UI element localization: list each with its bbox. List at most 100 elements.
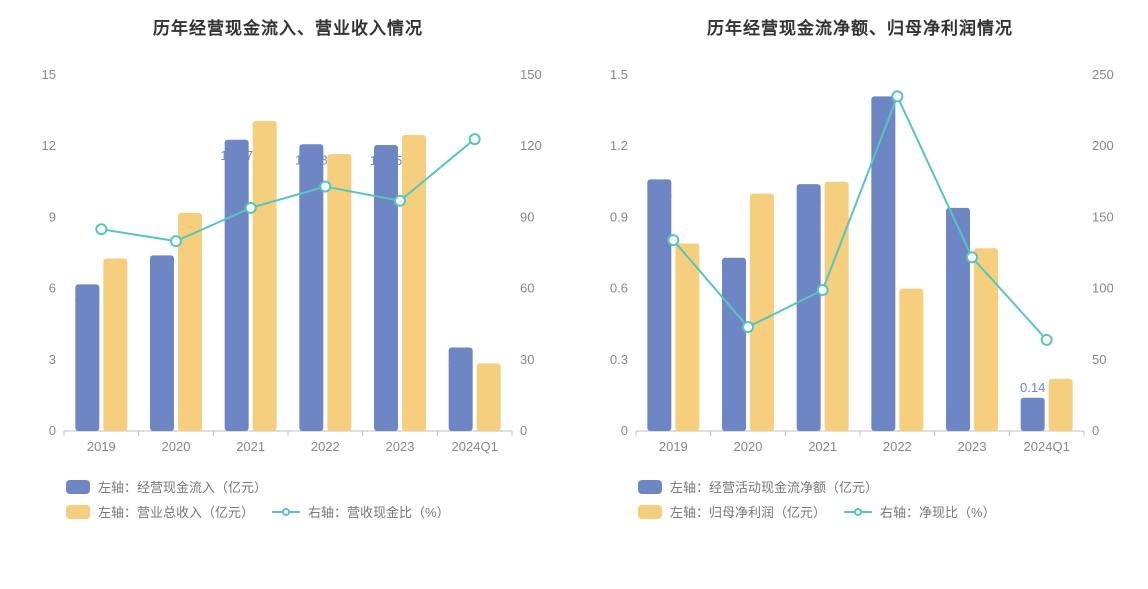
category-label: 2019 — [659, 439, 688, 454]
bar-rev — [477, 363, 501, 431]
bar-net_profit — [974, 248, 998, 431]
line-marker — [246, 203, 256, 213]
bar-rev — [327, 154, 351, 431]
category-label: 2019 — [87, 439, 116, 454]
bar-value-label: 1.06 — [647, 187, 672, 202]
yright-tick-label: 30 — [520, 352, 534, 367]
yleft-tick-label: 0 — [621, 423, 628, 438]
line-marker — [395, 196, 405, 206]
yleft-tick-label: 9 — [49, 209, 56, 224]
yright-tick-label: 120 — [520, 138, 542, 153]
bar-cash_in — [225, 140, 249, 431]
chart-left-svg: 0369121503060901201502019202020212022202… — [18, 51, 558, 471]
yleft-tick-label: 1.2 — [610, 138, 628, 153]
category-label: 2023 — [958, 439, 987, 454]
legend-right: 左轴：经营活动现金流净额（亿元） 左轴：归母净利润（亿元）右轴：净现比（%） — [590, 477, 1130, 521]
bar-value-label: 12.08 — [295, 152, 328, 167]
bar-net_cash — [647, 179, 671, 431]
yright-tick-label: 0 — [1092, 423, 1099, 438]
line-marker — [743, 322, 753, 332]
line-marker — [1042, 335, 1052, 345]
panel-left: 历年经营现金流入、营业收入情况 036912150306090120150201… — [18, 10, 558, 589]
legend-label: 右轴：营收现金比（%） — [308, 502, 450, 521]
yright-tick-label: 60 — [520, 281, 534, 296]
legend-row: 左轴：归母净利润（亿元）右轴：净现比（%） — [590, 502, 1130, 521]
bar-net_profit — [899, 289, 923, 431]
yleft-tick-label: 0.6 — [610, 281, 628, 296]
legend-label: 右轴：净现比（%） — [880, 502, 996, 521]
chart-left: 0369121503060901201502019202020212022202… — [18, 51, 558, 471]
page: 历年经营现金流入、营业收入情况 036912150306090120150201… — [0, 0, 1148, 589]
bar-net_cash — [722, 258, 746, 431]
chart-right-svg: 0 0.3 0.6 0.9 1.2 1.5 0 50 100 150 200 250 2019 2020 2… — [590, 51, 1130, 471]
legend-label: 左轴：经营现金流入（亿元） — [98, 477, 267, 496]
legend-swatch — [844, 511, 872, 513]
bar-value-label: 6.18 — [75, 292, 100, 307]
bar-net_profit — [825, 182, 849, 431]
category-label: 2020 — [734, 439, 763, 454]
bar-rev — [103, 258, 127, 431]
bar-cash_in — [374, 145, 398, 431]
bar-value-label: 12.05 — [370, 153, 403, 168]
bar-value-label: 3.52 — [448, 355, 473, 370]
bar-value-label: 1.04 — [796, 192, 821, 207]
yright-tick-label: 90 — [520, 209, 534, 224]
category-label: 2023 — [386, 439, 415, 454]
legend-item-ratio: 右轴：营收现金比（%） — [272, 502, 450, 521]
yleft-tick-label: 6 — [49, 281, 56, 296]
bar-rev — [402, 135, 426, 431]
yleft-tick-label: 1.5 — [610, 67, 628, 82]
legend-swatch — [638, 505, 662, 519]
category-label: 2022 — [311, 439, 340, 454]
chart-right: 0 0.3 0.6 0.9 1.2 1.5 0 50 100 150 200 250 2019 2020 2… — [590, 51, 1130, 471]
legend-swatch — [272, 511, 300, 513]
legend-row: 左轴：经营活动现金流净额（亿元） — [590, 477, 1130, 496]
category-label: 2021 — [808, 439, 837, 454]
legend-item-rev: 左轴：营业总收入（亿元） — [66, 502, 254, 521]
legend-swatch — [638, 480, 662, 494]
bar-cash_in — [150, 255, 174, 431]
line-marker — [96, 224, 106, 234]
legend-label: 左轴：营业总收入（亿元） — [98, 502, 254, 521]
bar-net_cash — [946, 208, 970, 431]
yleft-tick-label: 0.3 — [610, 352, 628, 367]
bar-rev — [253, 121, 277, 431]
yright-tick-label: 250 — [1092, 67, 1114, 82]
panel-title-right: 历年经营现金流净额、归母净利润情况 — [590, 14, 1130, 39]
legend-item-cash_in: 左轴：经营现金流入（亿元） — [66, 477, 267, 496]
bar-value-label: 12.27 — [220, 148, 253, 163]
bar-net_profit — [1049, 379, 1073, 431]
category-label: 2021 — [236, 439, 265, 454]
yright-tick-label: 0 — [520, 423, 527, 438]
panel-right: 历年经营现金流净额、归母净利润情况 0 0.3 0.6 0.9 1.2 1.5 0 50 100… — [590, 10, 1130, 589]
yleft-tick-label: 0 — [49, 423, 56, 438]
yright-tick-label: 50 — [1092, 352, 1106, 367]
legend-item-net_ratio: 右轴：净现比（%） — [844, 502, 996, 521]
line-marker — [892, 91, 902, 101]
bar-net_profit — [675, 244, 699, 431]
yright-tick-label: 150 — [520, 67, 542, 82]
category-label: 2022 — [883, 439, 912, 454]
legend-row: 左轴：营业总收入（亿元） 右轴：营收现金比（%） — [18, 502, 558, 521]
line-marker — [320, 182, 330, 192]
yleft-tick-label: 0.9 — [610, 209, 628, 224]
legend-row: 左轴：经营现金流入（亿元） — [18, 477, 558, 496]
line-marker — [818, 285, 828, 295]
bar-net_cash — [871, 96, 895, 431]
line-marker — [470, 134, 480, 144]
bar-net_cash — [1021, 398, 1045, 431]
bar-rev — [178, 213, 202, 431]
bar-net_cash — [797, 184, 821, 431]
yright-tick-label: 200 — [1092, 138, 1114, 153]
category-label: 2024Q1 — [1024, 439, 1070, 454]
bar-net_profit — [750, 194, 774, 431]
bar-value-label: 0.14 — [1020, 380, 1045, 395]
yright-tick-label: 100 — [1092, 281, 1114, 296]
line-marker — [171, 236, 181, 246]
legend-left: 左轴：经营现金流入（亿元） 左轴：营业总收入（亿元） 右轴：营收现金比（%） — [18, 477, 558, 521]
yright-tick-label: 150 — [1092, 209, 1114, 224]
line-marker — [967, 252, 977, 262]
line-marker — [668, 235, 678, 245]
bar-value-label: 7.40 — [149, 263, 174, 278]
category-label: 2024Q1 — [452, 439, 498, 454]
